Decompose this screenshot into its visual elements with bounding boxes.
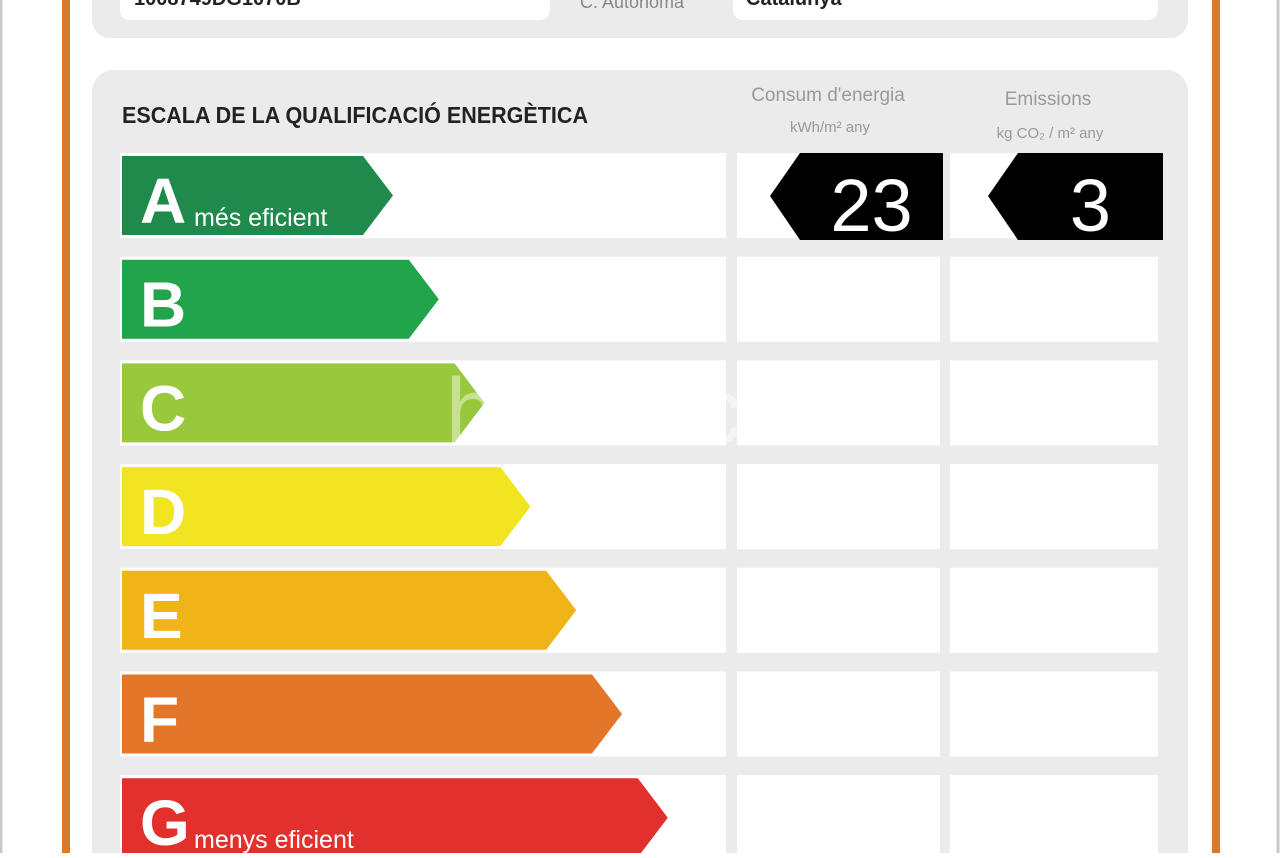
result-value: 23 bbox=[830, 164, 912, 247]
cell bbox=[950, 775, 1158, 858]
result-value: 3 bbox=[1070, 164, 1111, 247]
rating-letter: B bbox=[140, 269, 186, 341]
field bbox=[120, 0, 550, 20]
cell bbox=[737, 360, 940, 446]
rating-letter: D bbox=[140, 476, 186, 548]
result-badge bbox=[988, 153, 1163, 240]
rating-arrow bbox=[122, 778, 668, 858]
cell bbox=[950, 567, 1158, 653]
cell bbox=[950, 464, 1158, 550]
rating-caption: més eficient bbox=[194, 204, 327, 232]
cell bbox=[737, 464, 940, 550]
rating-arrow bbox=[122, 467, 531, 547]
rating-letter: G bbox=[140, 787, 190, 853]
cell bbox=[737, 256, 940, 342]
rating-letter: C bbox=[140, 372, 186, 444]
field bbox=[733, 0, 1158, 20]
cell bbox=[737, 775, 940, 858]
rating-letter: E bbox=[140, 580, 183, 652]
result-badge bbox=[770, 153, 943, 240]
watermark: habitaclia bbox=[446, 360, 836, 462]
cell bbox=[950, 671, 1158, 757]
column-title: Consum d'energia bbox=[751, 85, 905, 106]
rating-arrow bbox=[122, 259, 439, 339]
rating-arrow bbox=[122, 674, 622, 754]
cell bbox=[737, 567, 940, 653]
rating-arrow bbox=[122, 156, 393, 235]
column-unit: kWh/m² any bbox=[790, 119, 871, 136]
cell bbox=[737, 671, 940, 757]
rating-caption: menys eficient bbox=[194, 826, 354, 853]
scale-title: ESCALA DE LA QUALIFICACIÓ ENERGÈTICA bbox=[122, 101, 588, 128]
region: Catalunya bbox=[746, 0, 842, 10]
cell bbox=[950, 360, 1158, 446]
column-title: Emissions bbox=[1005, 89, 1092, 110]
column-unit: kg CO₂ / m² any bbox=[997, 125, 1104, 142]
rating-letter: F bbox=[140, 684, 179, 756]
rating-arrow bbox=[122, 570, 577, 650]
rating-letter: A bbox=[140, 165, 186, 237]
cell bbox=[950, 256, 1158, 342]
rating-arrow bbox=[122, 363, 485, 443]
region-label: C. Autònoma bbox=[580, 0, 685, 12]
reference: 1008749DG1070B bbox=[134, 0, 301, 10]
